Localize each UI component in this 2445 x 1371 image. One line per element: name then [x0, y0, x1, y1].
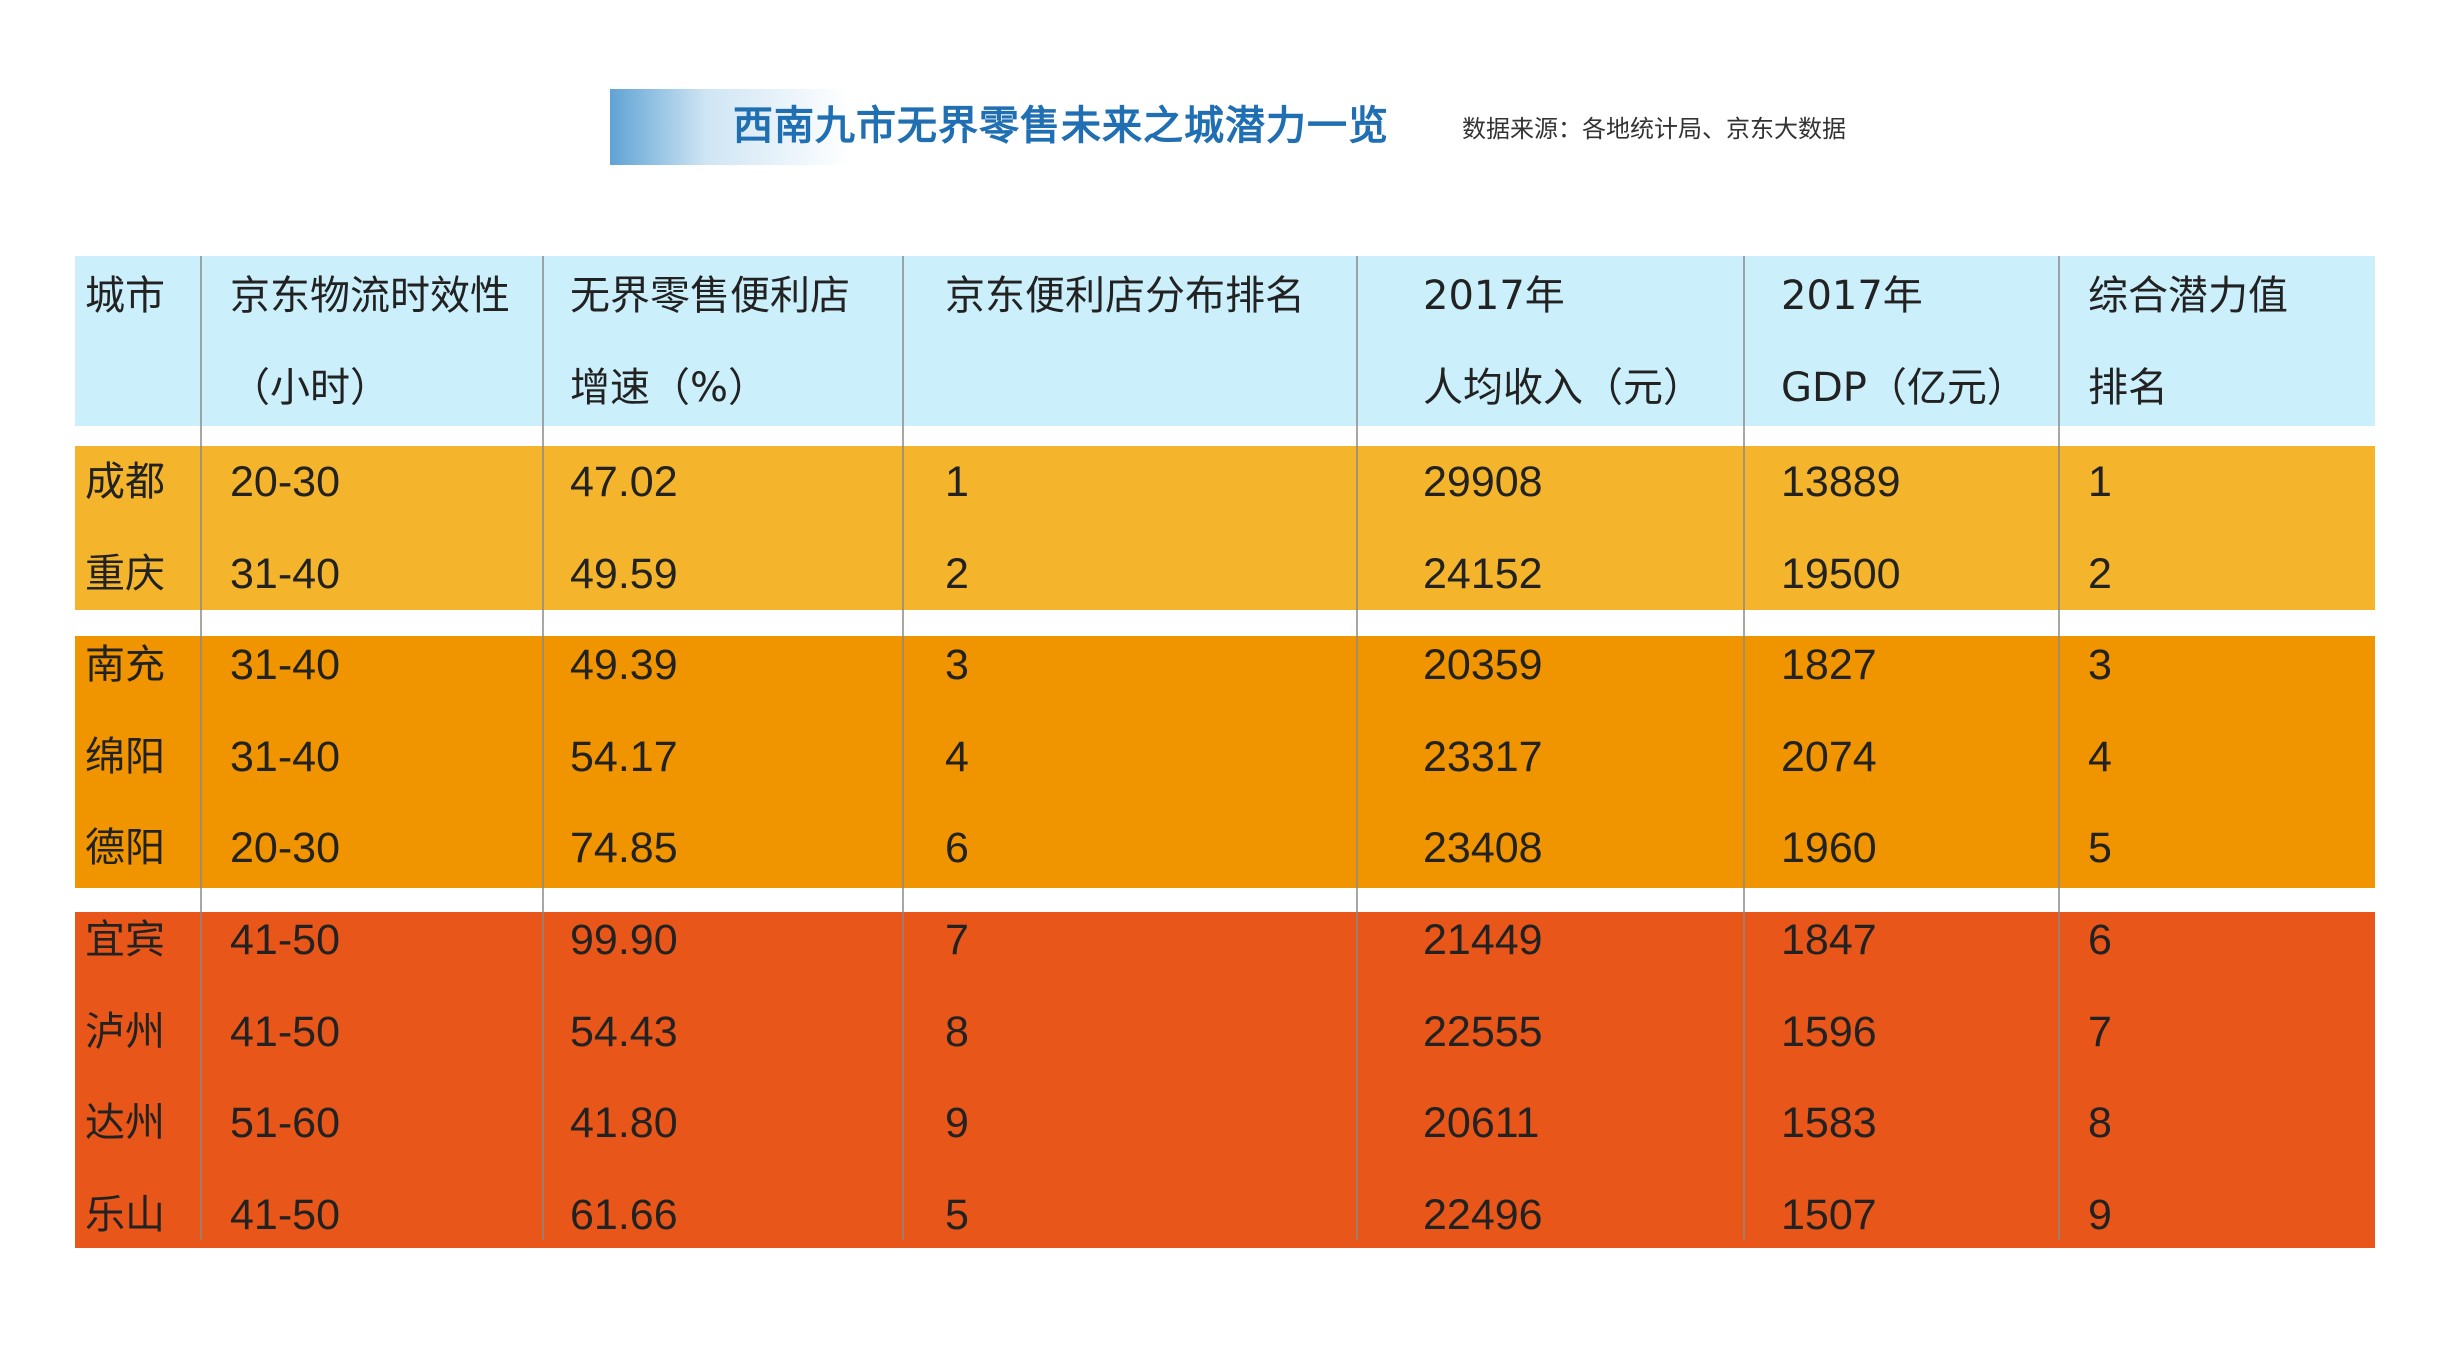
- table-cell: 7: [2088, 1008, 2112, 1056]
- table-cell: 2074: [1781, 733, 1877, 781]
- column-divider: [2058, 256, 2060, 1240]
- tier-1-band: [75, 446, 2375, 610]
- table-cell: 1960: [1781, 824, 1877, 872]
- table-cell: 1: [2088, 458, 2112, 506]
- column-header: GDP（亿元）: [1781, 365, 2027, 411]
- table-cell: 9: [945, 1099, 969, 1147]
- page-title: 西南九市无界零售未来之城潜力一览: [733, 103, 1389, 149]
- city-name-cell: 泸州: [85, 1009, 165, 1055]
- table-cell: 6: [2088, 916, 2112, 964]
- city-name-cell: 重庆: [85, 551, 165, 597]
- table-cell: 2: [2088, 550, 2112, 598]
- table-cell: 23317: [1423, 733, 1543, 781]
- column-divider: [1743, 256, 1745, 1240]
- column-divider: [902, 256, 904, 1240]
- table-cell: 9: [2088, 1191, 2112, 1239]
- column-header: （小时）: [230, 365, 390, 411]
- city-name-cell: 达州: [85, 1100, 165, 1146]
- table-cell: 22555: [1423, 1008, 1543, 1056]
- table-cell: 4: [945, 733, 969, 781]
- data-source-note: 数据来源：各地统计局、京东大数据: [1462, 115, 1846, 143]
- table-cell: 49.39: [570, 641, 678, 689]
- table-cell: 2: [945, 550, 969, 598]
- column-divider: [1356, 256, 1358, 1240]
- header-band: [75, 256, 2375, 426]
- column-header: 排名: [2088, 365, 2168, 411]
- column-header: 增速（%）: [570, 365, 769, 411]
- table-cell: 7: [945, 916, 969, 964]
- table-cell: 1827: [1781, 641, 1877, 689]
- tier-2-band: [75, 636, 2375, 888]
- tier-3-band: [75, 912, 2375, 1248]
- column-divider: [200, 256, 202, 1240]
- city-name-cell: 成都: [85, 459, 165, 505]
- table-cell: 1596: [1781, 1008, 1877, 1056]
- table-cell: 31-40: [230, 550, 340, 598]
- column-header: 无界零售便利店: [570, 273, 850, 319]
- table-cell: 20611: [1423, 1099, 1540, 1147]
- potential-table: 城市 京东物流时效性 （小时） 无界零售便利店 增速（%） 京东便利店分布排名 2017年人…: [75, 256, 2375, 1256]
- table-cell: 1: [945, 458, 969, 506]
- city-name-cell: 绵阳: [85, 734, 165, 780]
- table-cell: 22496: [1423, 1191, 1543, 1239]
- column-header: 城市: [85, 273, 165, 319]
- city-name-cell: 德阳: [85, 825, 165, 871]
- title-gradient-bar: [610, 89, 1410, 165]
- table-cell: 5: [2088, 824, 2112, 872]
- table-cell: 23408: [1423, 824, 1543, 872]
- table-cell: 13889: [1781, 458, 1901, 506]
- table-cell: 49.59: [570, 550, 678, 598]
- table-cell: 8: [945, 1008, 969, 1056]
- city-name-cell: 乐山: [85, 1192, 165, 1238]
- table-cell: 99.90: [570, 916, 678, 964]
- column-header: 人均收入（元）: [1423, 365, 1703, 411]
- column-divider: [542, 256, 544, 1240]
- table-cell: 3: [945, 641, 969, 689]
- column-header: 京东物流时效性: [230, 273, 510, 319]
- table-cell: 41-50: [230, 1008, 340, 1056]
- table-cell: 19500: [1781, 550, 1901, 598]
- table-cell: 6: [945, 824, 969, 872]
- table-cell: 29908: [1423, 458, 1543, 506]
- table-cell: 8: [2088, 1099, 2112, 1147]
- table-cell: 1847: [1781, 916, 1877, 964]
- table-cell: 47.02: [570, 458, 678, 506]
- table-cell: 41-50: [230, 916, 340, 964]
- table-cell: 20359: [1423, 641, 1543, 689]
- column-header: 2017年: [1423, 273, 1565, 319]
- table-cell: 24152: [1423, 550, 1543, 598]
- city-name-cell: 南充: [85, 642, 165, 688]
- table-cell: 74.85: [570, 824, 678, 872]
- table-cell: 31-40: [230, 733, 340, 781]
- table-cell: 31-40: [230, 641, 340, 689]
- table-cell: 20-30: [230, 824, 340, 872]
- table-cell: 51-60: [230, 1099, 340, 1147]
- column-header: 综合潜力值: [2088, 273, 2288, 319]
- city-name-cell: 宜宾: [85, 917, 165, 963]
- table-cell: 41.80: [570, 1099, 678, 1147]
- table-cell: 1583: [1781, 1099, 1877, 1147]
- column-header: 京东便利店分布排名: [945, 273, 1305, 319]
- table-cell: 3: [2088, 641, 2112, 689]
- table-cell: 54.43: [570, 1008, 678, 1056]
- table-cell: 1507: [1781, 1191, 1877, 1239]
- table-cell: 20-30: [230, 458, 340, 506]
- table-cell: 21449: [1423, 916, 1543, 964]
- table-cell: 61.66: [570, 1191, 678, 1239]
- table-cell: 4: [2088, 733, 2112, 781]
- table-cell: 54.17: [570, 733, 678, 781]
- table-cell: 41-50: [230, 1191, 340, 1239]
- column-header: 2017年: [1781, 273, 1923, 319]
- table-cell: 5: [945, 1191, 969, 1239]
